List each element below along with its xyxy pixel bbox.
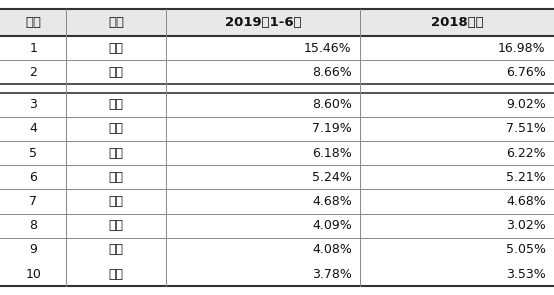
Text: 6.22%: 6.22% bbox=[506, 147, 546, 160]
Text: 2: 2 bbox=[29, 66, 37, 79]
Text: 2019年1-6月: 2019年1-6月 bbox=[225, 16, 301, 29]
Text: 3.02%: 3.02% bbox=[506, 219, 546, 232]
Text: 2018年度: 2018年度 bbox=[430, 16, 484, 29]
Text: 15.46%: 15.46% bbox=[304, 42, 352, 55]
Text: 河北: 河北 bbox=[109, 171, 124, 184]
Text: 8.66%: 8.66% bbox=[312, 66, 352, 79]
Text: 8.60%: 8.60% bbox=[312, 98, 352, 111]
Text: 4.68%: 4.68% bbox=[312, 195, 352, 208]
Text: 7: 7 bbox=[29, 195, 37, 208]
Text: 河南: 河南 bbox=[109, 268, 124, 281]
Text: 序号: 序号 bbox=[25, 16, 41, 29]
Text: 6: 6 bbox=[29, 171, 37, 184]
Text: 4.08%: 4.08% bbox=[312, 243, 352, 256]
Text: 5: 5 bbox=[29, 147, 37, 160]
Text: 山东: 山东 bbox=[109, 147, 124, 160]
Text: 5.24%: 5.24% bbox=[312, 171, 352, 184]
Text: 1: 1 bbox=[29, 42, 37, 55]
Text: 安徽: 安徽 bbox=[109, 219, 124, 232]
Text: 9.02%: 9.02% bbox=[506, 98, 546, 111]
Text: 9: 9 bbox=[29, 243, 37, 256]
Text: 8: 8 bbox=[29, 219, 37, 232]
Text: 4: 4 bbox=[29, 122, 37, 135]
Text: 4.09%: 4.09% bbox=[312, 219, 352, 232]
Text: 7.19%: 7.19% bbox=[312, 122, 352, 135]
Text: 6.18%: 6.18% bbox=[312, 147, 352, 160]
Text: 3.53%: 3.53% bbox=[506, 268, 546, 281]
Text: 4.68%: 4.68% bbox=[506, 195, 546, 208]
Text: 北京: 北京 bbox=[109, 195, 124, 208]
Text: 陕西: 陕西 bbox=[109, 42, 124, 55]
Text: 广东: 广东 bbox=[109, 122, 124, 135]
Text: 10: 10 bbox=[25, 268, 41, 281]
Text: 5.05%: 5.05% bbox=[506, 243, 546, 256]
Text: 7.51%: 7.51% bbox=[506, 122, 546, 135]
Text: 6.76%: 6.76% bbox=[506, 66, 546, 79]
Text: 上海: 上海 bbox=[109, 243, 124, 256]
Text: 5.21%: 5.21% bbox=[506, 171, 546, 184]
Text: 16.98%: 16.98% bbox=[498, 42, 546, 55]
Text: 江苏: 江苏 bbox=[109, 66, 124, 79]
Text: 3.78%: 3.78% bbox=[312, 268, 352, 281]
Text: 浙江: 浙江 bbox=[109, 98, 124, 111]
Text: 省份: 省份 bbox=[109, 16, 124, 29]
Text: 3: 3 bbox=[29, 98, 37, 111]
Bar bbox=[0, 9, 554, 36]
